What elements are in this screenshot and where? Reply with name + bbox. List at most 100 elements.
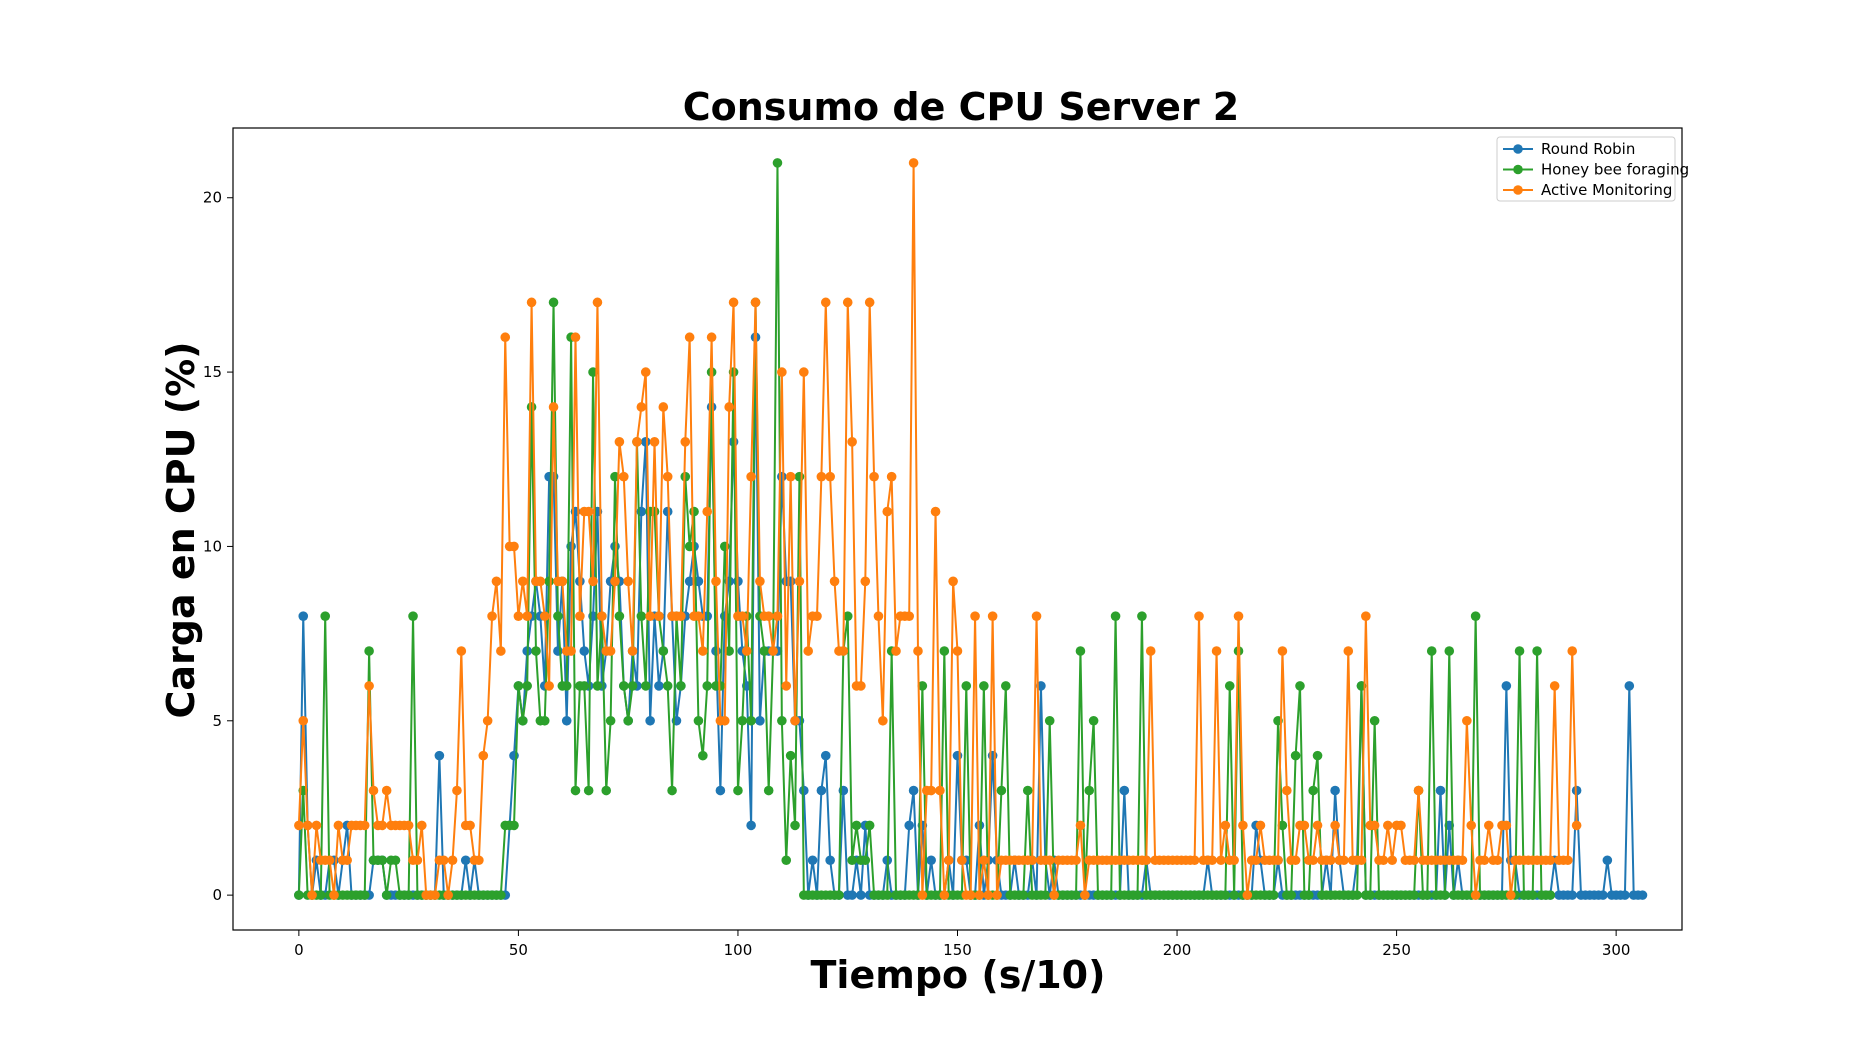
data-point [1075,820,1086,831]
data-point [1282,785,1292,796]
data-point [926,855,936,866]
data-point [1022,785,1033,796]
data-point [430,890,440,900]
data-point [1563,855,1573,866]
data-point [1466,820,1477,831]
data-point [847,437,857,447]
data-point [768,646,778,656]
data-point [755,576,765,587]
data-point [794,576,805,587]
data-point [1255,820,1266,831]
data-point [759,646,770,656]
data-point [632,437,642,447]
data-point [913,646,923,656]
data-point [715,785,726,796]
data-point [1242,890,1253,900]
data-point [882,506,893,517]
data-point [1308,855,1318,866]
y-tick-label: 0 [212,886,222,904]
data-point [1567,646,1578,656]
data-point [654,681,664,691]
data-point [627,646,638,656]
data-point [1088,715,1099,726]
data-point [965,890,976,900]
data-point [719,715,730,726]
data-point [1312,750,1323,761]
data-point [491,576,502,587]
data-point [807,855,818,866]
x-tick-label: 200 [1163,941,1192,959]
data-point [1277,646,1288,656]
data-point [320,611,331,621]
data-point [381,890,392,900]
data-point [1290,855,1301,866]
data-point [812,611,822,621]
data-point [755,715,765,726]
data-point [864,297,875,308]
data-point [1501,681,1512,691]
data-point [1444,646,1455,656]
data-point [790,820,800,831]
data-point [1339,855,1349,866]
data-point [1049,890,1059,900]
data-point [662,681,673,691]
legend-marker [1513,185,1523,195]
data-point [1369,820,1380,831]
data-point [597,611,607,621]
data-point [438,855,449,866]
data-point [1295,681,1305,691]
data-point [904,820,914,831]
data-point [715,681,726,691]
x-axis: 0 50 100 150 200 250 300 [294,930,1630,959]
y-tick-label: 10 [203,537,222,555]
data-point [939,646,950,656]
data-point [1132,890,1143,900]
y-axis-label: Carga en CPU (%) [159,341,203,718]
data-point [878,715,888,726]
data-point [746,715,756,726]
data-point [785,750,796,761]
data-point [1211,646,1222,656]
data-point [1330,785,1340,796]
legend-marker [1513,144,1523,154]
data-point [311,820,322,831]
data-point [614,437,625,447]
data-point [1071,890,1081,900]
data-point [706,332,717,343]
data-point [298,715,309,726]
data-point [381,785,392,796]
data-point [1189,855,1200,866]
data-point [452,785,462,796]
data-point [302,820,313,831]
data-point [1216,855,1226,866]
data-point [1457,855,1468,866]
data-point [1286,890,1297,900]
data-point [561,715,572,726]
data-point [886,471,897,482]
data-point [342,855,352,866]
data-point [579,681,590,691]
data-point [605,646,616,656]
data-point [1040,890,1051,900]
data-point [856,890,866,900]
data-point [882,890,893,900]
data-point [891,646,901,656]
data-point [1220,890,1231,900]
data-point [623,715,633,726]
data-point [873,611,884,621]
data-point [592,681,603,691]
data-point [658,646,669,656]
data-point [711,576,721,587]
data-point [737,611,748,621]
legend-frame [1496,136,1676,202]
data-point [522,611,532,621]
data-point [1470,611,1481,621]
legend-marker [1513,164,1523,175]
data-point [496,646,506,656]
data-point [728,297,739,308]
data-point [1145,646,1156,656]
data-point [856,681,866,691]
data-point [294,890,304,900]
data-point [474,855,484,866]
data-point [649,506,660,517]
